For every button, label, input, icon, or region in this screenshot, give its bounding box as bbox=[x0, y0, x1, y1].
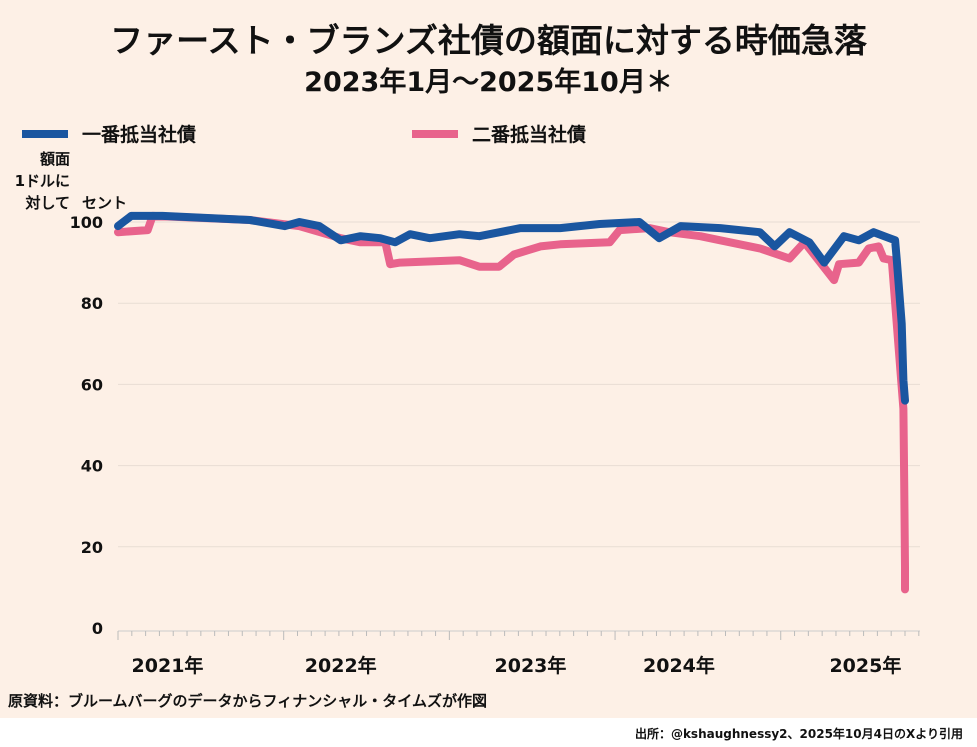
y-tick-label: 40 bbox=[81, 457, 103, 476]
x-tick-label: 2022年 bbox=[305, 654, 377, 677]
x-tick-label: 2023年 bbox=[495, 654, 567, 677]
credit-note: 出所：@kshaughnessy2、2025年10月4日のXより引用 bbox=[634, 727, 963, 741]
unit-line: 対して bbox=[25, 194, 70, 212]
legend-item-first-lien: 一番抵当社債 bbox=[22, 120, 196, 147]
chart-title: ファースト・ブランズ社債の額面に対する時価急落 bbox=[110, 21, 867, 60]
y-axis-unit-label: 額面 1ドルに 対して bbox=[0, 148, 70, 214]
y-tick-label: 0 bbox=[92, 619, 103, 638]
x-tick-label: 2021年 bbox=[132, 654, 204, 677]
legend-swatch-pink bbox=[412, 129, 458, 138]
y-tick-label: 20 bbox=[81, 538, 103, 557]
legend-swatch-blue bbox=[22, 129, 68, 138]
series-line-second-lien bbox=[114, 211, 909, 594]
y-tick-label: 60 bbox=[81, 375, 103, 394]
chart-subtitle: 2023年1月～2025年10月＊ bbox=[304, 67, 673, 98]
y-axis-unit-cents: セント bbox=[82, 194, 128, 212]
y-tick-label: 80 bbox=[81, 294, 103, 313]
series-line-first-lien bbox=[114, 211, 909, 405]
legend-label: 一番抵当社債 bbox=[82, 124, 197, 146]
x-tick-label: 2025年 bbox=[829, 654, 901, 677]
chart-panel bbox=[0, 0, 977, 718]
legend-label: 二番抵当社債 bbox=[472, 124, 587, 146]
legend-item-second-lien: 二番抵当社債 bbox=[412, 120, 586, 147]
unit-line: 額面 bbox=[39, 150, 70, 168]
source-note: 原資料：ブルームバーグのデータからフィナンシャル・タイムズが作図 bbox=[8, 692, 487, 710]
y-tick-label: 100 bbox=[70, 213, 103, 232]
unit-line: 1ドルに bbox=[14, 172, 70, 190]
x-tick-label: 2024年 bbox=[643, 654, 715, 677]
